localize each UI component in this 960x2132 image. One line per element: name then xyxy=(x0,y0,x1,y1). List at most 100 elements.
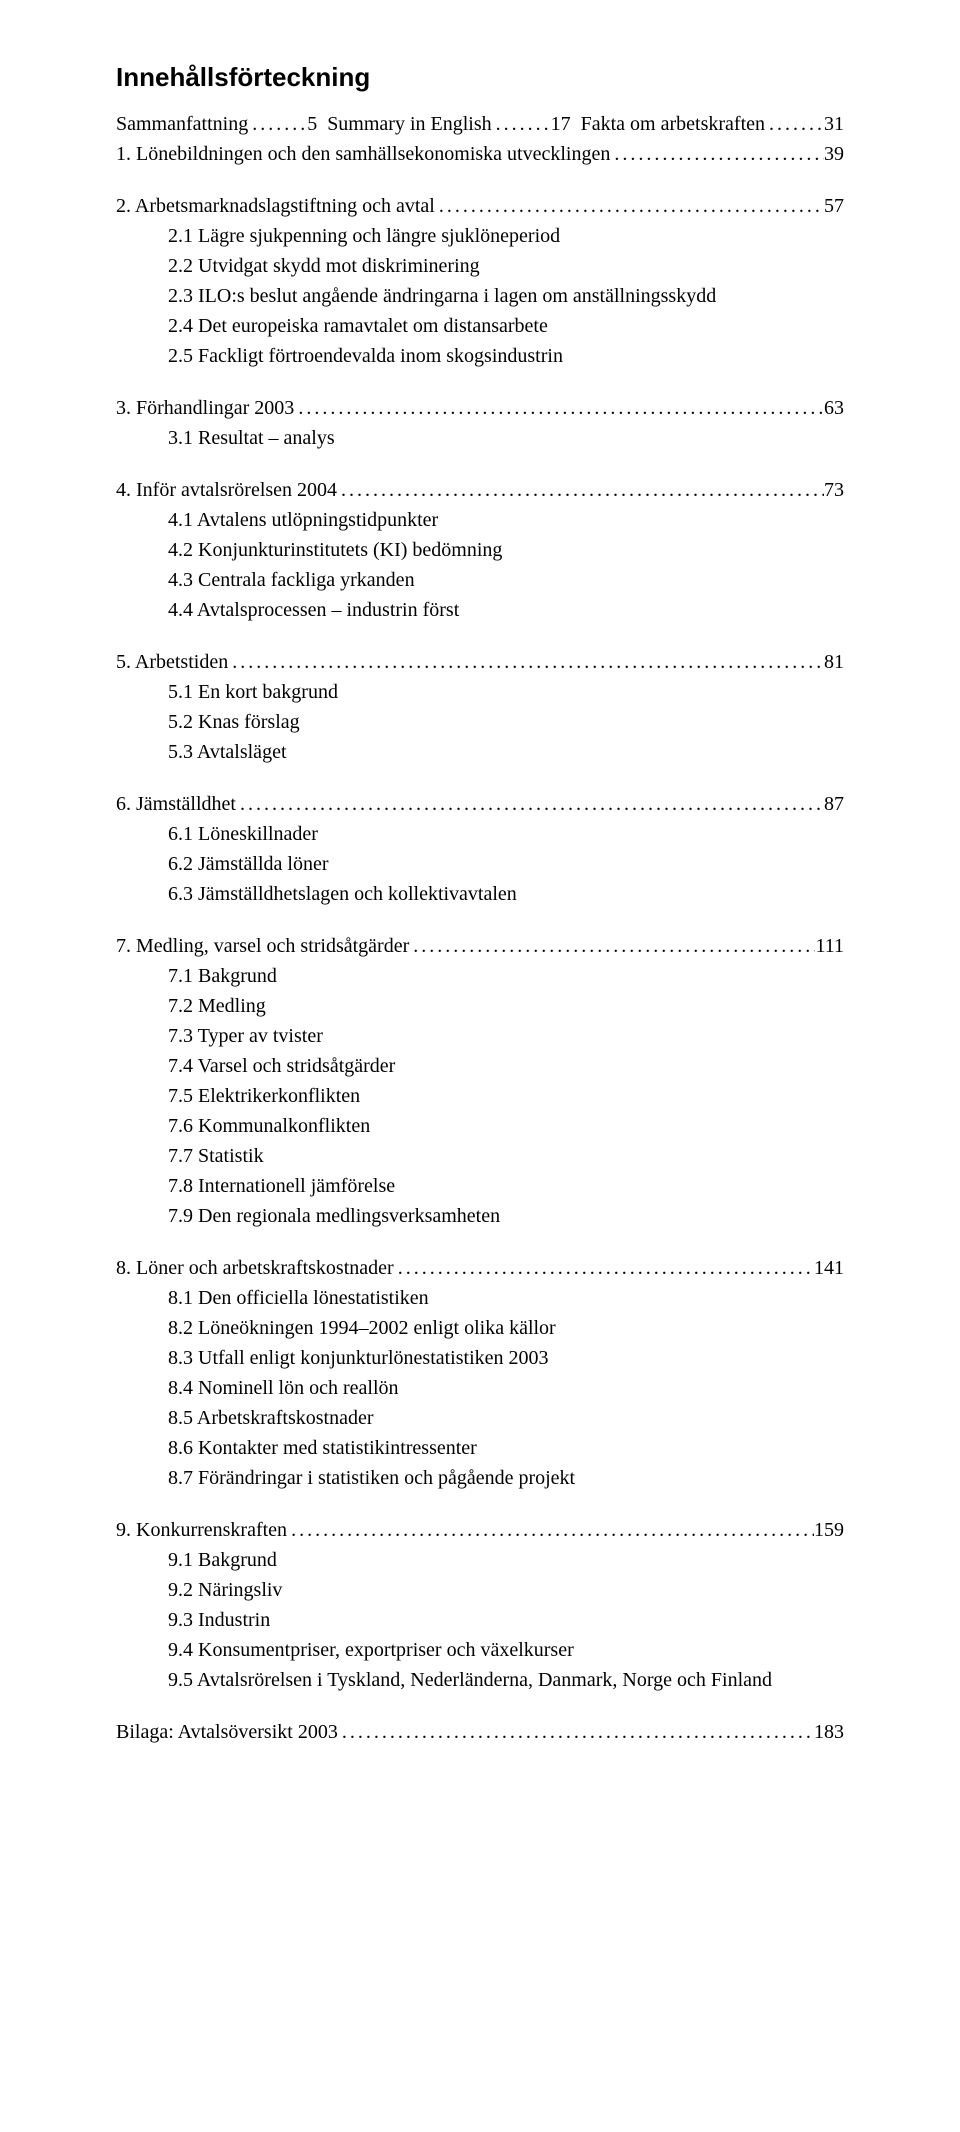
section-gap xyxy=(116,625,844,647)
toc-page-number: 159 xyxy=(814,1515,844,1545)
toc-page-number: 57 xyxy=(824,191,844,221)
toc-label: Bilaga: Avtalsöversikt 2003 xyxy=(116,1717,338,1747)
toc-subitem: 3.1 Resultat – analys xyxy=(168,423,844,453)
toc-page-number: 5 xyxy=(307,109,317,139)
toc-label: 1. Lönebildningen och den samhällsekonom… xyxy=(116,139,610,169)
toc-subitem: 4.4 Avtalsprocessen – industrin först xyxy=(168,595,844,625)
toc-page-number: 31 xyxy=(824,109,844,139)
toc-entry: 4. Inför avtalsrörelsen 2004 73 xyxy=(116,475,844,505)
section-gap xyxy=(116,767,844,789)
toc-page-number: 141 xyxy=(814,1253,844,1283)
toc-subitem: 4.1 Avtalens utlöpningstidpunkter xyxy=(168,505,844,535)
toc-label: 6. Jämställdhet xyxy=(116,789,236,819)
toc-page-number: 111 xyxy=(815,931,844,961)
toc-entry: Bilaga: Avtalsöversikt 2003 183 xyxy=(116,1717,844,1747)
toc-sublist: 6.1 Löneskillnader6.2 Jämställda löner6.… xyxy=(168,819,844,909)
toc-subitem: 8.6 Kontakter med statistikintressenter xyxy=(168,1433,844,1463)
toc-leader xyxy=(287,1515,814,1545)
toc-page-number: 87 xyxy=(824,789,844,819)
toc-label: 3. Förhandlingar 2003 xyxy=(116,393,294,423)
toc-label: Summary in English xyxy=(327,109,491,139)
toc-sublist: 2.1 Lägre sjukpenning och längre sjuklön… xyxy=(168,221,844,371)
toc-sublist: 8.1 Den officiella lönestatistiken8.2 Lö… xyxy=(168,1283,844,1493)
toc-leader xyxy=(236,789,824,819)
toc-entry: 1. Lönebildningen och den samhällsekonom… xyxy=(116,139,844,169)
toc-subitem: 8.4 Nominell lön och reallön xyxy=(168,1373,844,1403)
section-gap xyxy=(116,909,844,931)
toc-subitem: 4.2 Konjunkturinstitutets (KI) bedömning xyxy=(168,535,844,565)
toc-leader xyxy=(248,109,307,139)
toc-subitem: 8.3 Utfall enligt konjunkturlönestatisti… xyxy=(168,1343,844,1373)
section-gap xyxy=(116,1695,844,1717)
toc-page-number: 17 xyxy=(551,109,571,139)
toc-sublist: 9.1 Bakgrund9.2 Näringsliv9.3 Industrin9… xyxy=(168,1545,844,1695)
toc-subitem: 8.1 Den officiella lönestatistiken xyxy=(168,1283,844,1313)
toc-subitem: 2.5 Fackligt förtroendevalda inom skogsi… xyxy=(168,341,844,371)
toc-label: 5. Arbetstiden xyxy=(116,647,228,677)
toc-subitem: 7.5 Elektrikerkonflikten xyxy=(168,1081,844,1111)
toc-leader xyxy=(435,191,824,221)
toc-label: 4. Inför avtalsrörelsen 2004 xyxy=(116,475,337,505)
toc-subitem: 2.3 ILO:s beslut angående ändringarna i … xyxy=(168,281,844,311)
toc-subitem: 9.2 Näringsliv xyxy=(168,1575,844,1605)
toc-subitem: 7.9 Den regionala medlingsverksamheten xyxy=(168,1201,844,1231)
toc-subitem: 2.2 Utvidgat skydd mot diskriminering xyxy=(168,251,844,281)
toc-label: 2. Arbetsmarknadslagstiftning och avtal xyxy=(116,191,435,221)
toc-label: 8. Löner och arbetskraftskostnader xyxy=(116,1253,394,1283)
toc-subitem: 7.2 Medling xyxy=(168,991,844,1021)
toc-entry: 5. Arbetstiden 81 xyxy=(116,647,844,677)
section-gap xyxy=(116,169,844,191)
toc-sublist: 7.1 Bakgrund7.2 Medling7.3 Typer av tvis… xyxy=(168,961,844,1231)
toc-entry: 8. Löner och arbetskraftskostnader 141 xyxy=(116,1253,844,1283)
toc-subitem: 8.5 Arbetskraftskostnader xyxy=(168,1403,844,1433)
toc-leader xyxy=(765,109,824,139)
table-of-contents: Sammanfattning 5 Summary in English 17 Fak… xyxy=(116,109,844,1769)
toc-entry: 2. Arbetsmarknadslagstiftning och avtal 5… xyxy=(116,191,844,221)
toc-subitem: 9.1 Bakgrund xyxy=(168,1545,844,1575)
toc-leader xyxy=(337,475,824,505)
toc-subitem: 8.2 Löneökningen 1994–2002 enligt olika … xyxy=(168,1313,844,1343)
section-gap xyxy=(116,453,844,475)
toc-sublist: 3.1 Resultat – analys xyxy=(168,423,844,453)
toc-subitem: 5.3 Avtalsläget xyxy=(168,737,844,767)
toc-entry: 6. Jämställdhet 87 xyxy=(116,789,844,819)
toc-subitem: 8.7 Förändringar i statistiken och pågåe… xyxy=(168,1463,844,1493)
toc-label: 7. Medling, varsel och stridsåtgärder xyxy=(116,931,409,961)
toc-subitem: 5.1 En kort bakgrund xyxy=(168,677,844,707)
section-gap xyxy=(116,1231,844,1253)
toc-page-number: 73 xyxy=(824,475,844,505)
toc-entry: 7. Medling, varsel och stridsåtgärder 111 xyxy=(116,931,844,961)
toc-leader xyxy=(228,647,824,677)
toc-entry: Sammanfattning 5 Summary in English 17 Fak… xyxy=(116,109,844,139)
toc-subitem: 7.3 Typer av tvister xyxy=(168,1021,844,1051)
toc-leader xyxy=(409,931,815,961)
toc-leader xyxy=(492,109,551,139)
toc-separator xyxy=(317,109,327,139)
section-gap xyxy=(116,1493,844,1515)
toc-subitem: 7.1 Bakgrund xyxy=(168,961,844,991)
toc-page-number: 63 xyxy=(824,393,844,423)
toc-subitem: 9.5 Avtalsrörelsen i Tyskland, Nederländ… xyxy=(168,1665,844,1695)
toc-subitem: 6.3 Jämställdhetslagen och kollektivavta… xyxy=(168,879,844,909)
toc-leader xyxy=(610,139,824,169)
page-title: Innehållsförteckning xyxy=(116,58,844,97)
toc-page-number: 81 xyxy=(824,647,844,677)
toc-subitem: 7.4 Varsel och stridsåtgärder xyxy=(168,1051,844,1081)
toc-subitem: 9.3 Industrin xyxy=(168,1605,844,1635)
toc-leader xyxy=(338,1717,814,1747)
toc-subitem: 7.7 Statistik xyxy=(168,1141,844,1171)
toc-entry: 3. Förhandlingar 2003 63 xyxy=(116,393,844,423)
toc-subitem: 2.1 Lägre sjukpenning och längre sjuklön… xyxy=(168,221,844,251)
toc-subitem: 2.4 Det europeiska ramavtalet om distans… xyxy=(168,311,844,341)
toc-subitem: 7.6 Kommunalkonflikten xyxy=(168,1111,844,1141)
toc-separator xyxy=(571,109,581,139)
toc-page-number: 39 xyxy=(824,139,844,169)
toc-subitem: 5.2 Knas förslag xyxy=(168,707,844,737)
toc-sublist: 5.1 En kort bakgrund5.2 Knas förslag5.3 … xyxy=(168,677,844,767)
toc-label: 9. Konkurrenskraften xyxy=(116,1515,287,1545)
toc-subitem: 9.4 Konsumentpriser, exportpriser och vä… xyxy=(168,1635,844,1665)
toc-label: Sammanfattning xyxy=(116,109,248,139)
toc-page-number: 183 xyxy=(814,1717,844,1747)
toc-label: Fakta om arbetskraften xyxy=(581,109,765,139)
section-gap xyxy=(116,1747,844,1769)
